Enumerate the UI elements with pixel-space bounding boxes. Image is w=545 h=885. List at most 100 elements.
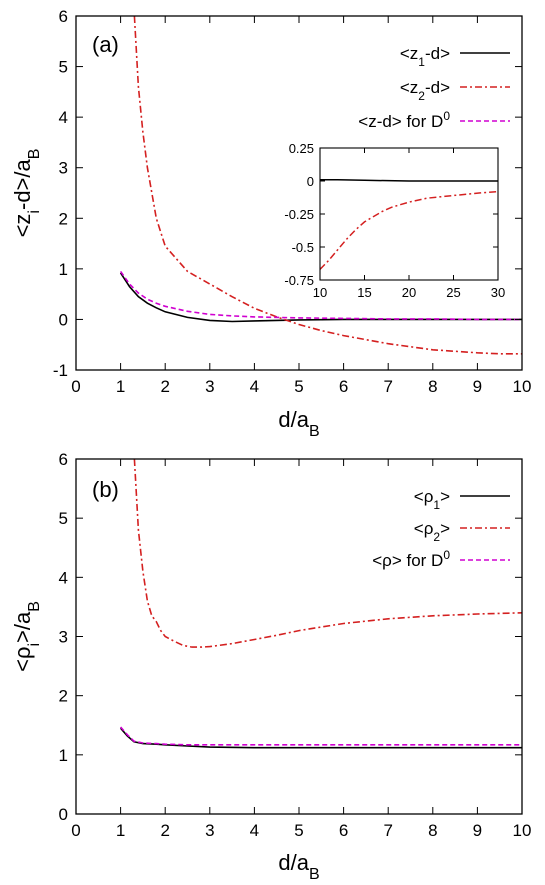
- y-axis-label: <ρi>/aB: [10, 601, 43, 672]
- inset-x-tick-label: 10: [313, 285, 327, 300]
- text-part: 0: [443, 109, 450, 123]
- inset-x-tick-label: 20: [402, 285, 416, 300]
- y-tick-label: 6: [59, 7, 68, 26]
- y-tick-label: 3: [59, 159, 68, 178]
- x-tick-label: 7: [383, 821, 392, 840]
- y-tick-label: 4: [59, 108, 68, 127]
- inset-x-tick-label: 25: [446, 285, 460, 300]
- inset-y-tick-label: 0.25: [289, 141, 314, 156]
- inset-y-tick-label: -0.5: [292, 240, 314, 255]
- y-tick-label: 0: [59, 805, 68, 824]
- x-axis-label: d/aB: [278, 850, 319, 883]
- panel-label: (a): [92, 32, 119, 57]
- plot-frame: [75, 458, 523, 815]
- text-part: i: [26, 643, 43, 647]
- inset-series-line-2: [319, 190, 499, 270]
- x-tick-label: 1: [116, 821, 125, 840]
- inset-y-tick-label: -0.75: [284, 273, 314, 288]
- x-tick-label: 2: [160, 377, 169, 396]
- x-tick-label: 9: [473, 821, 482, 840]
- text-part: <ρ> for D: [372, 551, 443, 570]
- y-tick-label: 5: [59, 509, 68, 528]
- inset-y-tick-label: 0: [307, 174, 314, 189]
- text-part: >/a: [10, 611, 35, 643]
- y-tick-label: 1: [59, 260, 68, 279]
- x-tick-label: 10: [513, 377, 532, 396]
- x-tick-label: 5: [294, 821, 303, 840]
- x-axis-label-main: d/a: [278, 850, 309, 875]
- panel-label: (b): [92, 477, 119, 502]
- inset-y-tick-label: -0.25: [284, 207, 314, 222]
- y-tick-label: 6: [59, 450, 68, 469]
- text-part: <z: [10, 214, 35, 238]
- text-part: B: [26, 601, 43, 612]
- text-part: <ρ: [414, 519, 434, 538]
- x-tick-label: 3: [205, 821, 214, 840]
- series-line-3: [119, 270, 522, 321]
- text-part: -d>: [425, 44, 450, 63]
- series-line-2: [133, 16, 522, 355]
- x-tick-label: 0: [71, 821, 80, 840]
- legend-label-2: <ρ2>: [414, 519, 450, 544]
- inset-x-tick-label: 15: [357, 285, 371, 300]
- x-tick-label: 3: [205, 377, 214, 396]
- inset-x-tick-label: 30: [491, 285, 505, 300]
- x-tick-label: 4: [250, 377, 259, 396]
- legend-label-2: <z2-d>: [400, 78, 450, 103]
- text-part: i: [26, 210, 43, 214]
- y-tick-label: 3: [59, 628, 68, 647]
- text-part: <z: [400, 78, 418, 97]
- y-tick-label: 5: [59, 58, 68, 77]
- text-part: B: [26, 149, 43, 160]
- text-part: <ρ: [10, 647, 35, 672]
- series-line-2: [133, 459, 522, 648]
- text-part: -d>/a: [10, 158, 35, 210]
- text-part: <ρ: [414, 487, 434, 506]
- x-tick-label: 0: [71, 377, 80, 396]
- x-tick-label: 5: [294, 377, 303, 396]
- inset-background: [320, 148, 498, 280]
- x-tick-label: 1: [116, 377, 125, 396]
- x-tick-label: 6: [339, 821, 348, 840]
- y-tick-label: 4: [59, 568, 68, 587]
- y-tick-label: 2: [59, 687, 68, 706]
- text-part: <z: [400, 44, 418, 63]
- x-tick-label: 7: [383, 377, 392, 396]
- x-tick-label: 10: [513, 821, 532, 840]
- legend-label-3: <z-d> for D0: [358, 109, 450, 131]
- series-line-3: [119, 726, 522, 746]
- legend-label-1: <ρ1>: [414, 487, 450, 512]
- text-part: 1: [418, 55, 425, 69]
- y-axis-label: <zi-d>/aB: [10, 149, 43, 238]
- x-axis-label: d/aB: [278, 407, 319, 440]
- text-part: 2: [418, 89, 425, 103]
- legend-label-3: <ρ> for D0: [372, 548, 450, 570]
- text-part: -d>: [425, 78, 450, 97]
- text-part: <z-d> for D: [358, 112, 443, 131]
- text-part: 2: [433, 530, 440, 544]
- y-tick-label: 1: [59, 746, 68, 765]
- inset-series-line-1: [320, 178, 498, 182]
- x-axis-label-sub: B: [309, 423, 320, 440]
- y-tick-label: 0: [59, 310, 68, 329]
- text-part: >: [440, 519, 450, 538]
- inset-chart: 10 15 20 25 30 0.25 0 -0.25 -0.5 -0.75: [284, 141, 505, 300]
- x-tick-label: 2: [160, 821, 169, 840]
- y-tick-label: 2: [59, 209, 68, 228]
- x-axis-label-main: d/a: [278, 407, 309, 432]
- x-axis-label-sub: B: [309, 866, 320, 883]
- x-tick-label: 8: [428, 821, 437, 840]
- x-tick-label: 6: [339, 377, 348, 396]
- y-tick-label: -1: [53, 361, 68, 380]
- x-tick-label: 4: [250, 821, 259, 840]
- x-tick-label: 8: [428, 377, 437, 396]
- series-line-1: [119, 727, 522, 749]
- text-part: 0: [443, 548, 450, 562]
- x-tick-label: 9: [473, 377, 482, 396]
- legend-label-1: <z1-d>: [400, 44, 450, 69]
- text-part: >: [440, 487, 450, 506]
- text-part: 1: [433, 498, 440, 512]
